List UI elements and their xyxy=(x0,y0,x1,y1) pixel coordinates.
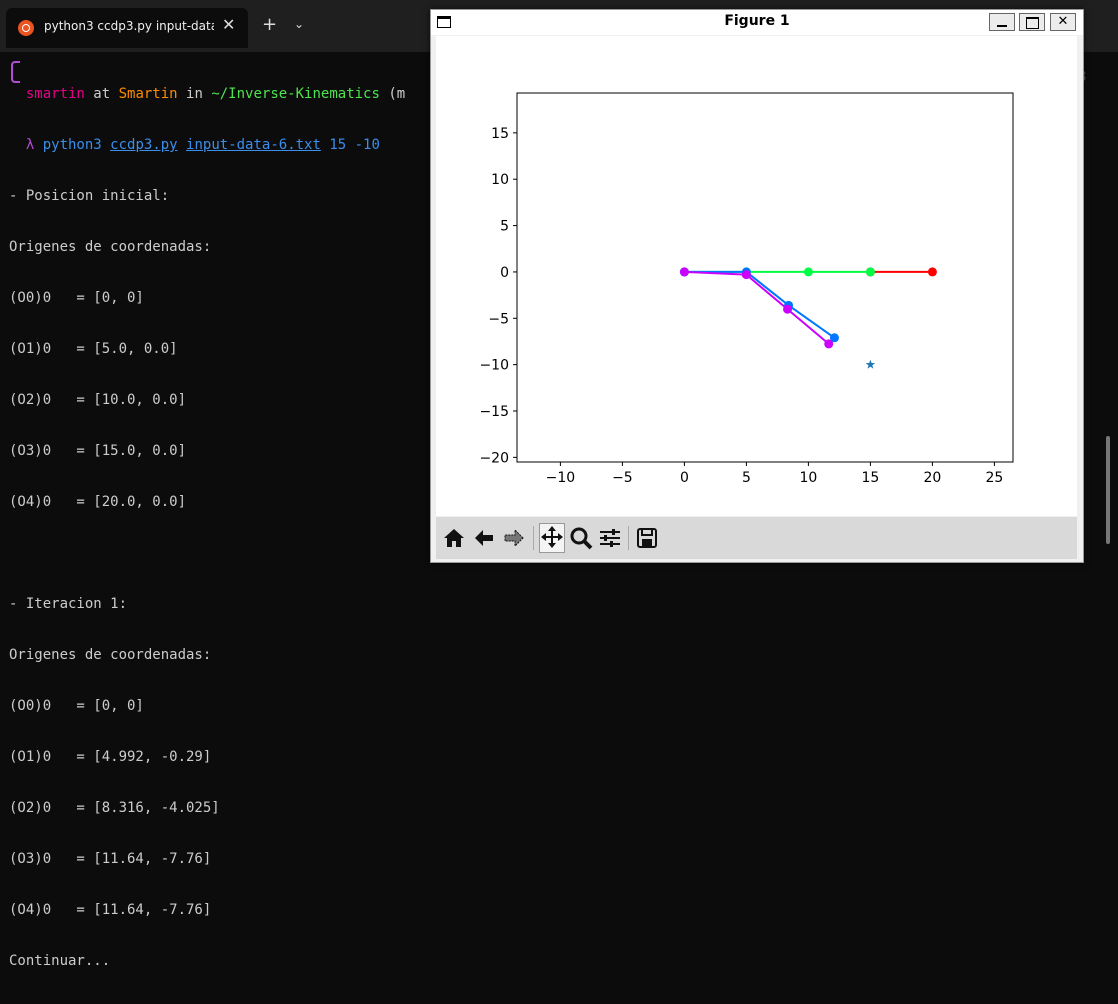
prompt-host: Smartin xyxy=(118,86,178,102)
series-line xyxy=(684,270,830,345)
x-tick-label: 5 xyxy=(742,470,751,486)
x-tick-label: 20 xyxy=(923,470,941,486)
output-line: (O0)0 = [0, 0] xyxy=(9,698,144,714)
prompt-at: at xyxy=(84,86,119,102)
series-point xyxy=(865,267,875,277)
output-line: (O2)0 = [10.0, 0.0] xyxy=(9,392,187,408)
y-tick-label: −15 xyxy=(479,404,509,420)
plot-area xyxy=(516,92,1014,463)
series-point xyxy=(927,267,937,277)
tab-title: python3 ccdp3.py input-data- xyxy=(44,19,214,33)
prompt-path: ~/Inverse-Kinematics xyxy=(211,86,380,102)
maximize-button[interactable] xyxy=(1019,13,1045,31)
minimize-button[interactable] xyxy=(989,13,1015,31)
y-tick-label: 5 xyxy=(500,219,509,235)
output-line: (O3)0 = [15.0, 0.0] xyxy=(9,443,187,459)
x-tick-label: −5 xyxy=(612,470,633,486)
x-tick-label: 25 xyxy=(985,470,1003,486)
output-line: - Iteracion 1: xyxy=(9,596,128,612)
pan-icon[interactable] xyxy=(539,523,565,553)
toolbar-separator xyxy=(628,526,629,550)
figure-window: Figure 1 ✕ −10 −5 0 5 10 15 20 25 −20 −15 −10 −5 0 5 1… xyxy=(430,9,1084,563)
figure-title: Figure 1 xyxy=(724,13,790,29)
series-point xyxy=(741,270,751,280)
x-tick-label: 15 xyxy=(861,470,879,486)
y-tick-label: 0 xyxy=(500,265,509,281)
plot-svg: −10 −5 0 5 10 15 20 25 −20 −15 −10 −5 0 5 10 15 xyxy=(479,92,1014,486)
close-button[interactable]: ✕ xyxy=(1050,13,1076,31)
terminal-scrollbar[interactable] xyxy=(1106,436,1110,544)
forward-icon[interactable] xyxy=(502,525,526,551)
prompt-line: smartin at Smartin in ~/Inverse-Kinemati… xyxy=(9,86,449,103)
series-point xyxy=(803,267,813,277)
series-line xyxy=(684,270,836,339)
terminal-right-edge xyxy=(1089,52,1118,567)
command-name: python3 xyxy=(42,137,102,153)
y-tick-label: 10 xyxy=(491,172,509,188)
output-line: (O4)0 = [11.64, -7.76] xyxy=(9,902,212,918)
tab-dropdown-icon[interactable]: ⌄ xyxy=(294,17,305,31)
figure-canvas[interactable]: −10 −5 0 5 10 15 20 25 −20 −15 −10 −5 0 5 10 15 xyxy=(436,36,1077,516)
y-tick-label: −20 xyxy=(479,450,509,466)
prompt-lambda: λ xyxy=(25,137,43,153)
figure-toolbar xyxy=(436,517,1077,559)
command-script[interactable]: ccdp3.py xyxy=(110,137,178,153)
output-line: - Posicion inicial: xyxy=(9,188,170,204)
x-tick-label: 0 xyxy=(680,470,689,486)
save-icon[interactable] xyxy=(635,525,659,551)
x-tick-label: −10 xyxy=(546,470,576,486)
series-point xyxy=(824,339,834,349)
target-point xyxy=(865,359,876,369)
window-icon xyxy=(437,16,451,28)
zoom-icon[interactable] xyxy=(569,525,593,551)
y-tick-label: 15 xyxy=(491,126,509,142)
figure-titlebar[interactable]: Figure 1 ✕ xyxy=(431,10,1083,35)
x-tick-label: 10 xyxy=(799,470,817,486)
toolbar-separator xyxy=(533,526,534,550)
y-tick-label: −10 xyxy=(479,358,509,374)
series-point xyxy=(783,304,793,314)
tab-close-icon[interactable]: ✕ xyxy=(222,15,236,34)
home-icon[interactable] xyxy=(442,525,466,551)
terminal-output[interactable]: smartin at Smartin in ~/Inverse-Kinemati… xyxy=(9,52,449,1004)
output-line: (O1)0 = [5.0, 0.0] xyxy=(9,341,178,357)
prompt-tail: (m xyxy=(379,86,406,102)
output-line: Origenes de coordenadas: xyxy=(9,647,212,663)
output-line: (O2)0 = [8.316, -4.025] xyxy=(9,800,220,816)
output-line: (O4)0 = [20.0, 0.0] xyxy=(9,494,187,510)
output-line: Continuar... xyxy=(9,953,111,969)
terminal-tab[interactable]: python3 ccdp3.py input-data- ✕ xyxy=(6,8,248,48)
ubuntu-icon xyxy=(18,20,34,36)
configure-icon[interactable] xyxy=(598,525,622,551)
prompt-user: smartin xyxy=(25,86,85,102)
output-line: (O0)0 = [0, 0] xyxy=(9,290,144,306)
back-icon[interactable] xyxy=(472,525,496,551)
y-tick-label: −5 xyxy=(488,311,509,327)
command-line: λ python3 ccdp3.py input-data-6.txt 15 -… xyxy=(9,137,449,154)
command-datafile[interactable]: input-data-6.txt xyxy=(186,137,321,153)
prompt-in: in xyxy=(177,86,212,102)
new-tab-button[interactable]: + xyxy=(262,14,278,35)
command-args: 15 -10 xyxy=(320,137,380,153)
series-point xyxy=(829,333,839,343)
output-line: Origenes de coordenadas: xyxy=(9,239,212,255)
output-line: (O3)0 = [11.64, -7.76] xyxy=(9,851,212,867)
output-line xyxy=(9,545,449,562)
series-point xyxy=(679,267,689,277)
prompt-bracket xyxy=(11,61,20,83)
output-line: (O1)0 = [4.992, -0.29] xyxy=(9,749,212,765)
